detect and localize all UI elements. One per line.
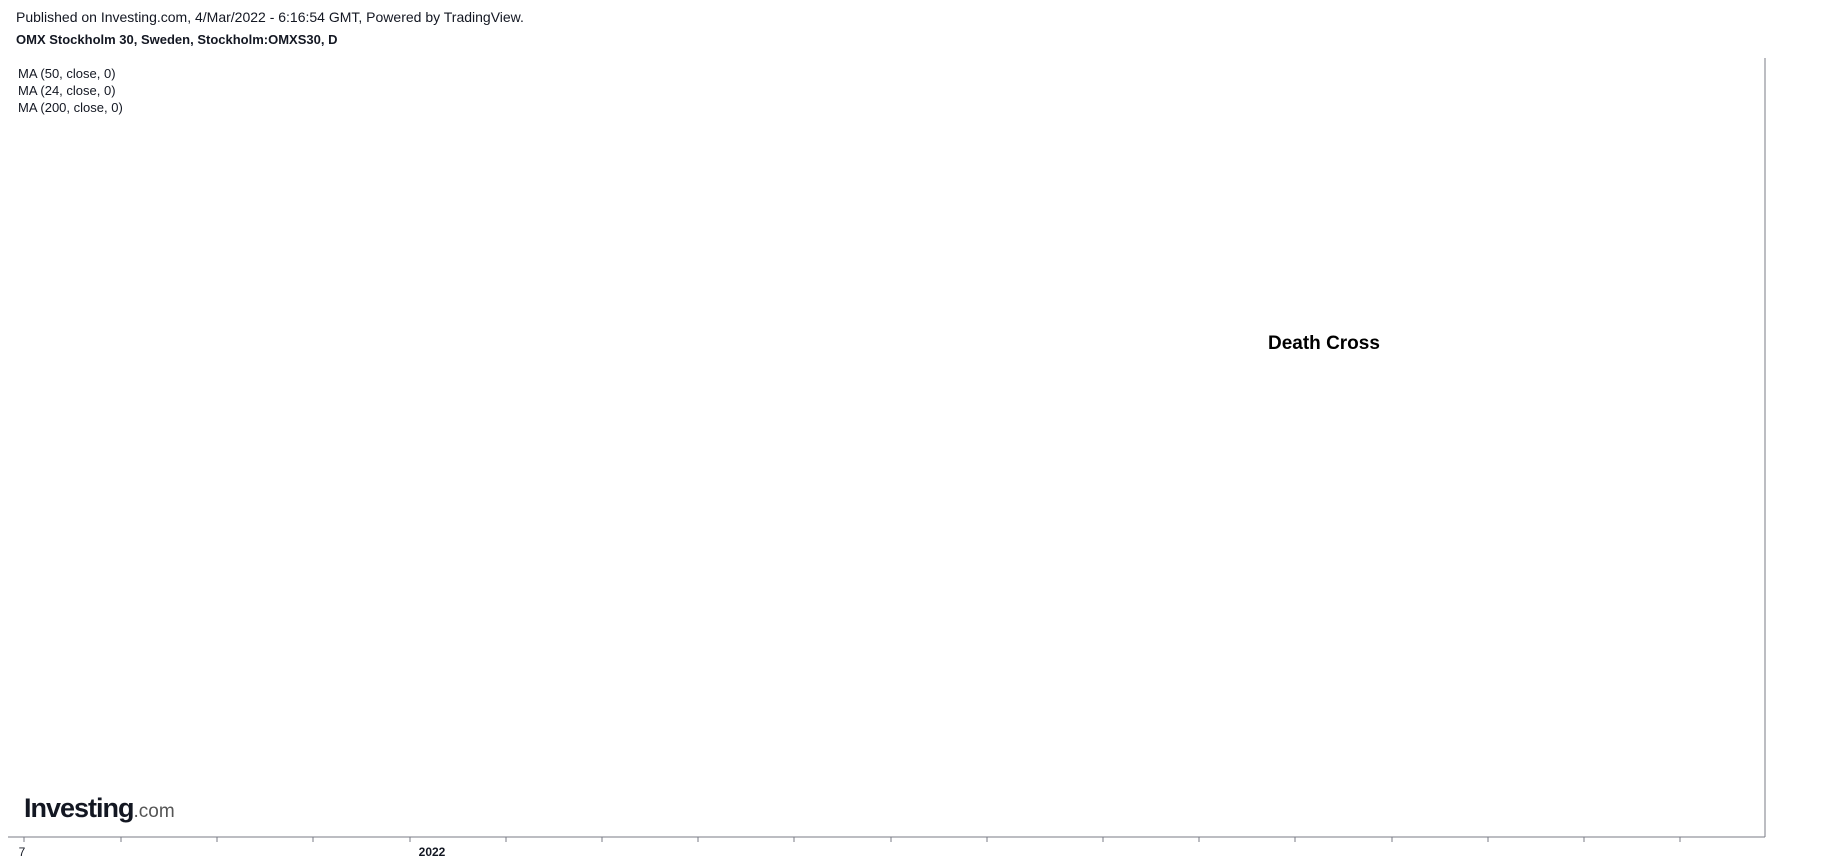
indicator-ma50[interactable]: MA (50, close, 0) bbox=[18, 66, 116, 81]
symbol-title: OMX Stockholm 30, Sweden, Stockholm:OMXS… bbox=[16, 32, 338, 47]
logo-brand: Investing bbox=[24, 793, 135, 823]
indicator-ma200[interactable]: MA (200, close, 0) bbox=[18, 100, 123, 115]
investing-logo: Investing.com bbox=[24, 793, 175, 824]
indicator-legend: MA (50, close, 0) MA (24, close, 0) MA (… bbox=[18, 65, 123, 116]
published-info: Published on Investing.com, 4/Mar/2022 -… bbox=[16, 9, 524, 25]
time-tick-label: 7 bbox=[19, 845, 26, 859]
logo-suffix: .com bbox=[133, 801, 175, 822]
death-cross-annotation: Death Cross bbox=[1268, 333, 1380, 354]
indicator-ma24[interactable]: MA (24, close, 0) bbox=[18, 83, 116, 98]
time-tick-label: 2022 bbox=[419, 845, 446, 859]
